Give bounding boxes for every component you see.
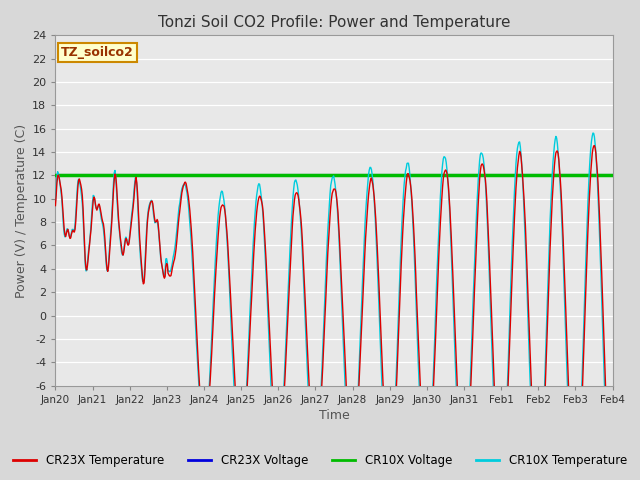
Text: TZ_soilco2: TZ_soilco2 bbox=[61, 46, 134, 59]
Y-axis label: Power (V) / Temperature (C): Power (V) / Temperature (C) bbox=[15, 123, 28, 298]
Title: Tonzi Soil CO2 Profile: Power and Temperature: Tonzi Soil CO2 Profile: Power and Temper… bbox=[157, 15, 510, 30]
X-axis label: Time: Time bbox=[319, 409, 349, 422]
Legend: CR23X Temperature, CR23X Voltage, CR10X Voltage, CR10X Temperature: CR23X Temperature, CR23X Voltage, CR10X … bbox=[8, 449, 632, 472]
